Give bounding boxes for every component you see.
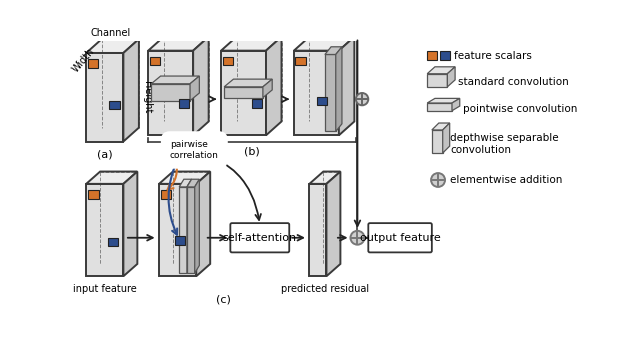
Text: feature scalars: feature scalars <box>454 51 531 61</box>
Polygon shape <box>124 39 139 141</box>
Polygon shape <box>187 179 199 187</box>
Polygon shape <box>428 67 455 74</box>
Polygon shape <box>195 179 199 273</box>
Polygon shape <box>224 87 263 98</box>
Text: (a): (a) <box>97 149 113 159</box>
Polygon shape <box>124 171 138 276</box>
Polygon shape <box>159 184 196 276</box>
Polygon shape <box>88 190 99 199</box>
Polygon shape <box>193 37 209 135</box>
Polygon shape <box>428 98 460 103</box>
Polygon shape <box>263 79 272 98</box>
Text: standard convolution: standard convolution <box>458 77 569 87</box>
FancyBboxPatch shape <box>230 223 289 253</box>
Polygon shape <box>179 99 189 108</box>
Polygon shape <box>179 179 191 187</box>
Polygon shape <box>294 51 339 135</box>
Text: (c): (c) <box>216 295 231 305</box>
Polygon shape <box>336 47 342 131</box>
Text: predicted residual: predicted residual <box>281 284 369 294</box>
Text: output feature: output feature <box>360 233 440 243</box>
Polygon shape <box>296 57 305 65</box>
Polygon shape <box>148 51 193 135</box>
Polygon shape <box>339 37 355 135</box>
Polygon shape <box>440 51 450 60</box>
Text: (b): (b) <box>244 146 260 156</box>
Polygon shape <box>221 51 266 135</box>
Polygon shape <box>150 57 160 65</box>
Polygon shape <box>179 187 187 273</box>
Circle shape <box>351 231 364 245</box>
Text: elementwise addition: elementwise addition <box>451 175 563 185</box>
Polygon shape <box>187 187 195 273</box>
Text: self-attention: self-attention <box>223 233 297 243</box>
Text: input feature: input feature <box>73 284 137 294</box>
Polygon shape <box>432 130 443 153</box>
Polygon shape <box>326 171 340 276</box>
Polygon shape <box>175 236 184 245</box>
Polygon shape <box>148 37 209 51</box>
Polygon shape <box>86 171 138 184</box>
Polygon shape <box>221 37 282 51</box>
Polygon shape <box>187 179 191 273</box>
Polygon shape <box>325 47 342 55</box>
Polygon shape <box>86 184 124 276</box>
Polygon shape <box>86 39 139 53</box>
Polygon shape <box>196 171 210 276</box>
Polygon shape <box>109 101 120 109</box>
Polygon shape <box>266 37 282 135</box>
Text: pairwise
correlation: pairwise correlation <box>170 140 219 160</box>
Polygon shape <box>447 67 455 87</box>
Polygon shape <box>428 51 437 60</box>
Circle shape <box>356 93 368 105</box>
Polygon shape <box>161 190 172 199</box>
Polygon shape <box>317 97 327 105</box>
Polygon shape <box>443 123 450 153</box>
Polygon shape <box>252 99 262 108</box>
Polygon shape <box>224 79 272 87</box>
Polygon shape <box>190 76 199 101</box>
Polygon shape <box>452 98 460 111</box>
FancyBboxPatch shape <box>368 223 432 253</box>
Text: depthwise separable
convolution: depthwise separable convolution <box>451 133 559 155</box>
Text: Height: Height <box>142 81 152 113</box>
Text: Width: Width <box>70 47 96 75</box>
Polygon shape <box>108 238 118 246</box>
Polygon shape <box>151 76 199 84</box>
Text: pointwise convolution: pointwise convolution <box>463 104 577 114</box>
Polygon shape <box>325 55 336 131</box>
Circle shape <box>431 173 445 187</box>
Polygon shape <box>159 171 210 184</box>
Polygon shape <box>223 57 233 65</box>
Polygon shape <box>151 84 190 101</box>
Polygon shape <box>309 171 340 184</box>
Polygon shape <box>294 37 355 51</box>
Polygon shape <box>309 184 326 276</box>
Polygon shape <box>428 74 447 87</box>
Polygon shape <box>88 59 98 68</box>
Text: Channel: Channel <box>91 28 131 38</box>
Polygon shape <box>86 53 124 141</box>
Polygon shape <box>432 123 450 130</box>
Polygon shape <box>428 103 452 111</box>
